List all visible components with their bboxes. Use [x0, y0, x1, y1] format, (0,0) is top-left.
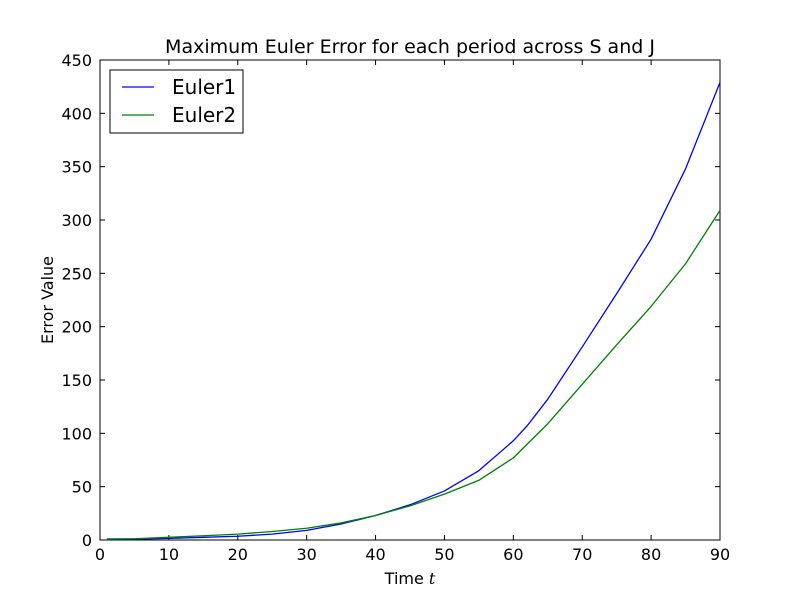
y-tick-label: 300 — [61, 211, 92, 230]
y-tick-label: 200 — [61, 318, 92, 337]
x-tick-label: 10 — [159, 545, 179, 564]
x-axis-label: Time t — [384, 569, 436, 588]
legend-label-euler1: Euler1 — [172, 75, 236, 99]
series-line-euler1 — [106, 82, 721, 541]
y-tick-label: 150 — [61, 371, 92, 390]
y-tick-label: 100 — [61, 424, 92, 443]
legend: Euler1 Euler2 — [109, 69, 244, 134]
x-tick-label: 50 — [434, 545, 454, 564]
legend-label-euler2: Euler2 — [172, 103, 236, 127]
x-tick-label: 0 — [95, 545, 105, 564]
x-tick-label: 40 — [365, 545, 385, 564]
x-tick-label: 80 — [641, 545, 661, 564]
x-tick-label: 70 — [572, 545, 592, 564]
plot-area — [99, 59, 721, 541]
y-axis-label: Error Value — [38, 256, 57, 344]
x-tick-label: 30 — [296, 545, 316, 564]
y-tick-label: 50 — [72, 478, 92, 497]
x-tick-label: 20 — [228, 545, 248, 564]
x-tick-label: 60 — [503, 545, 523, 564]
axis-ticks: 0 10 20 30 40 50 60 70 80 90 0 50 100 150 200 250 300 350… — [61, 51, 730, 564]
x-tick-label: 90 — [710, 545, 730, 564]
series-line-euler2 — [106, 210, 721, 540]
chart-title: Maximum Euler Error for each period acro… — [165, 36, 655, 58]
y-tick-label: 0 — [82, 531, 92, 550]
legend-box — [109, 69, 244, 134]
y-tick-label: 400 — [61, 104, 92, 123]
series-lines — [106, 82, 721, 541]
y-tick-label: 250 — [61, 264, 92, 283]
y-tick-label: 350 — [61, 158, 92, 177]
y-tick-label: 450 — [61, 51, 92, 70]
